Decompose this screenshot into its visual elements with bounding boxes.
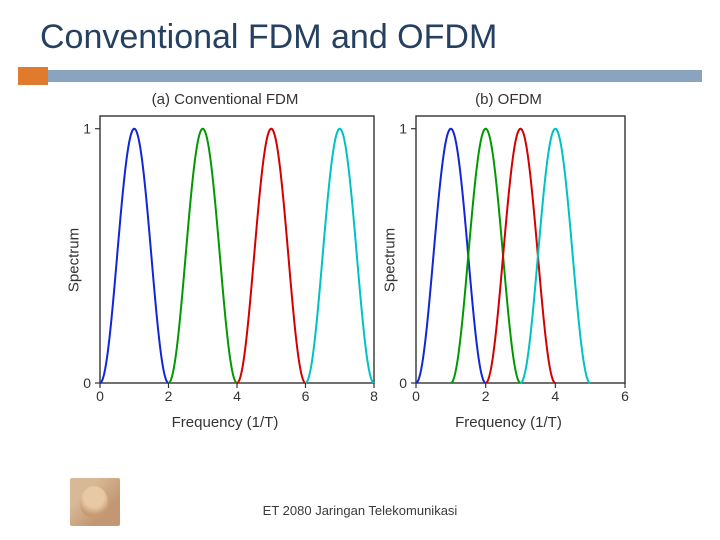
slide-title: Conventional FDM and OFDM bbox=[0, 0, 720, 67]
chart-b-svg: 0 2 4 6 0 1 bbox=[386, 110, 631, 405]
chart-b-stage: Spectrum 024601 bbox=[386, 110, 631, 410]
accent-orange bbox=[18, 67, 48, 85]
svg-text:0: 0 bbox=[412, 388, 420, 404]
svg-text:8: 8 bbox=[370, 388, 378, 404]
svg-text:1: 1 bbox=[399, 121, 407, 137]
svg-text:6: 6 bbox=[621, 388, 629, 404]
svg-text:4: 4 bbox=[233, 388, 241, 404]
svg-text:0: 0 bbox=[399, 375, 407, 391]
svg-text:1: 1 bbox=[83, 121, 91, 137]
chart-b-title: (b) OFDM bbox=[386, 87, 631, 110]
chart-a-stage: Spectrum 0246801 bbox=[70, 110, 380, 410]
chart-a-svg: 0 2 4 6 8 0 1 bbox=[70, 110, 380, 405]
svg-text:0: 0 bbox=[83, 375, 91, 391]
chart-ofdm: (b) OFDM Spectrum 024601 Frequency (1/T) bbox=[386, 87, 631, 431]
svg-text:2: 2 bbox=[165, 388, 173, 404]
accent-bar bbox=[0, 67, 720, 85]
footer-text: ET 2080 Jaringan Telekomunikasi bbox=[0, 503, 720, 518]
svg-text:2: 2 bbox=[482, 388, 490, 404]
svg-text:0: 0 bbox=[96, 388, 104, 404]
accent-blue bbox=[48, 70, 702, 82]
avatar bbox=[70, 478, 120, 526]
chart-b-ylabel: Spectrum bbox=[382, 228, 399, 292]
svg-text:4: 4 bbox=[551, 388, 559, 404]
chart-a-title: (a) Conventional FDM bbox=[70, 87, 380, 110]
chart-b-xlabel: Frequency (1/T) bbox=[386, 410, 631, 431]
charts-row: (a) Conventional FDM Spectrum 0 2 4 6 8 0 1 Fr… bbox=[0, 85, 720, 431]
chart-a-xlabel: Frequency (1/T) bbox=[70, 410, 380, 431]
chart-a-ylabel: Spectrum bbox=[66, 228, 83, 292]
svg-text:6: 6 bbox=[302, 388, 310, 404]
chart-conventional: (a) Conventional FDM Spectrum 0246801 Fr… bbox=[70, 87, 380, 431]
